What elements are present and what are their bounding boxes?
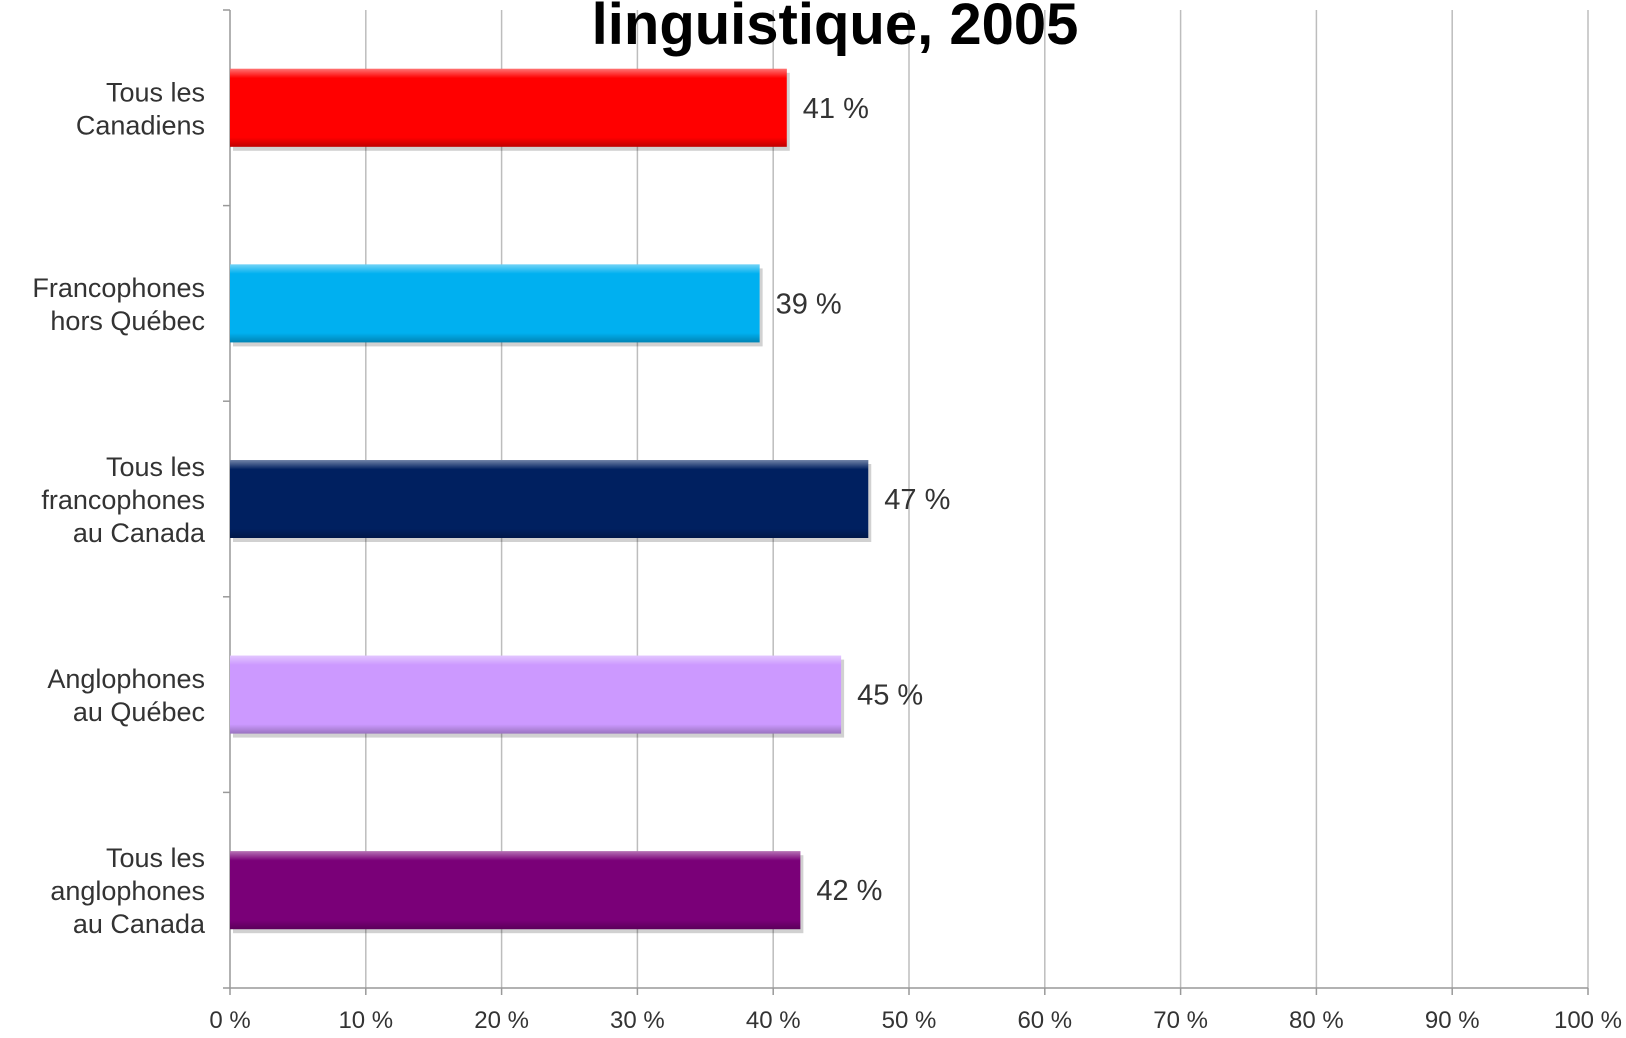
bar-highlight	[230, 851, 801, 930]
data-label: 42 %	[816, 875, 882, 907]
x-tick-label: 80 %	[1289, 1007, 1344, 1034]
labels: 0 % 10 % 20 % 30 % 40 % 50 % 60 % 70 % 80 % 90 % 1…	[32, 77, 1622, 1034]
x-tick-label: 50 %	[882, 1007, 937, 1034]
x-tick-label: 90 %	[1425, 1007, 1480, 1034]
x-tick-label: 0 %	[209, 1007, 250, 1034]
gridlines	[365, 10, 1589, 988]
x-tick-label: 40 %	[746, 1007, 801, 1034]
bar-highlight	[230, 655, 842, 734]
data-label: 47 %	[884, 484, 950, 516]
category-label: Tous les anglophones au Canada	[50, 843, 206, 939]
x-tick-label: 70 %	[1153, 1007, 1208, 1034]
bar-highlight	[230, 460, 869, 538]
data-label: 39 %	[776, 288, 842, 320]
category-label: Tous les Canadiens	[76, 77, 205, 140]
bars	[230, 68, 872, 934]
x-tick-label: 30 %	[610, 1007, 665, 1034]
category-label: Anglophones au Québec	[47, 664, 205, 727]
x-tick-label: 100 %	[1554, 1007, 1622, 1034]
x-tick-label: 20 %	[474, 1007, 529, 1034]
x-tick-label: 10 %	[338, 1007, 393, 1034]
bar-highlight	[230, 68, 787, 147]
category-label: Francophones hors Québec	[32, 273, 205, 336]
data-label: 41 %	[803, 93, 869, 125]
data-label: 45 %	[857, 680, 923, 712]
x-tick-label: 60 %	[1017, 1007, 1072, 1034]
category-label: Tous les francophones au Canada	[41, 452, 206, 548]
chart-title: linguistique, 2005	[592, 0, 1079, 57]
bar-highlight	[230, 264, 760, 343]
